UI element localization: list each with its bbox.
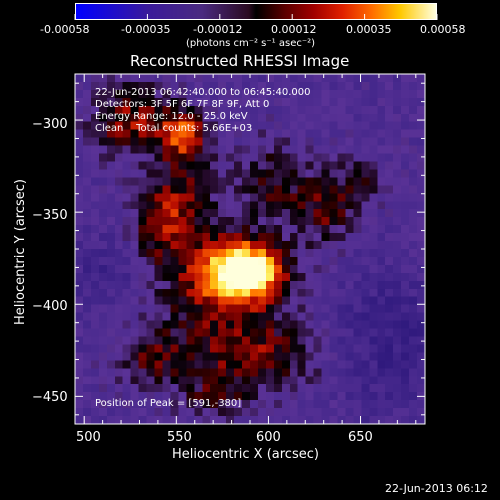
x-tick-label-650: 650 — [348, 430, 373, 445]
x-tick-label-500: 500 — [76, 430, 101, 445]
annotation-energy: Energy Range: 12.0 - 25.0 keV — [95, 111, 248, 122]
y-tick-label-minus300: −300 — [32, 117, 68, 132]
colorbar-units: (photons cm⁻² s⁻¹ asec⁻²) — [186, 38, 316, 49]
colorbar-tick-label-3: 0.00012 — [271, 23, 317, 36]
colorbar-ticks — [74, 14, 438, 20]
colorbar-tick-label-0: -0.00058 — [40, 23, 90, 36]
y-axis-label: Heliocentric Y (arcsec) — [13, 179, 28, 325]
y-tick-label-minus450: −450 — [32, 390, 68, 405]
y-tick-label-minus350: −350 — [32, 208, 68, 223]
annotation-peak-position: Position of Peak = [591,-380] — [95, 398, 242, 409]
annotation-clean: Clean Total counts: 5.66E+03 — [95, 123, 253, 134]
x-axis-label: Heliocentric X (arcsec) — [172, 447, 319, 462]
footer-date: 22-Jun-2013 06:12 — [385, 482, 488, 495]
x-tick-label-600: 600 — [256, 430, 281, 445]
colorbar-tick-label-2: -0.00012 — [193, 23, 243, 36]
chart-title: Reconstructed RHESSI Image — [130, 52, 350, 70]
x-tick-label-550: 550 — [167, 430, 192, 445]
heatmap-image — [75, 74, 425, 424]
annotation-detectors: Detectors: 3F 5F 6F 7F 8F 9F, Att 0 — [95, 99, 270, 110]
y-tick-label-minus400: −400 — [32, 299, 68, 314]
colorbar-tick-label-1: -0.00035 — [121, 23, 171, 36]
colorbar — [75, 3, 437, 20]
colorbar-tick-label-5: 0.00058 — [420, 23, 466, 36]
colorbar-tick-label-4: 0.00035 — [346, 23, 392, 36]
annotation-time: 22-Jun-2013 06:42:40.000 to 06:45:40.000 — [95, 87, 311, 98]
